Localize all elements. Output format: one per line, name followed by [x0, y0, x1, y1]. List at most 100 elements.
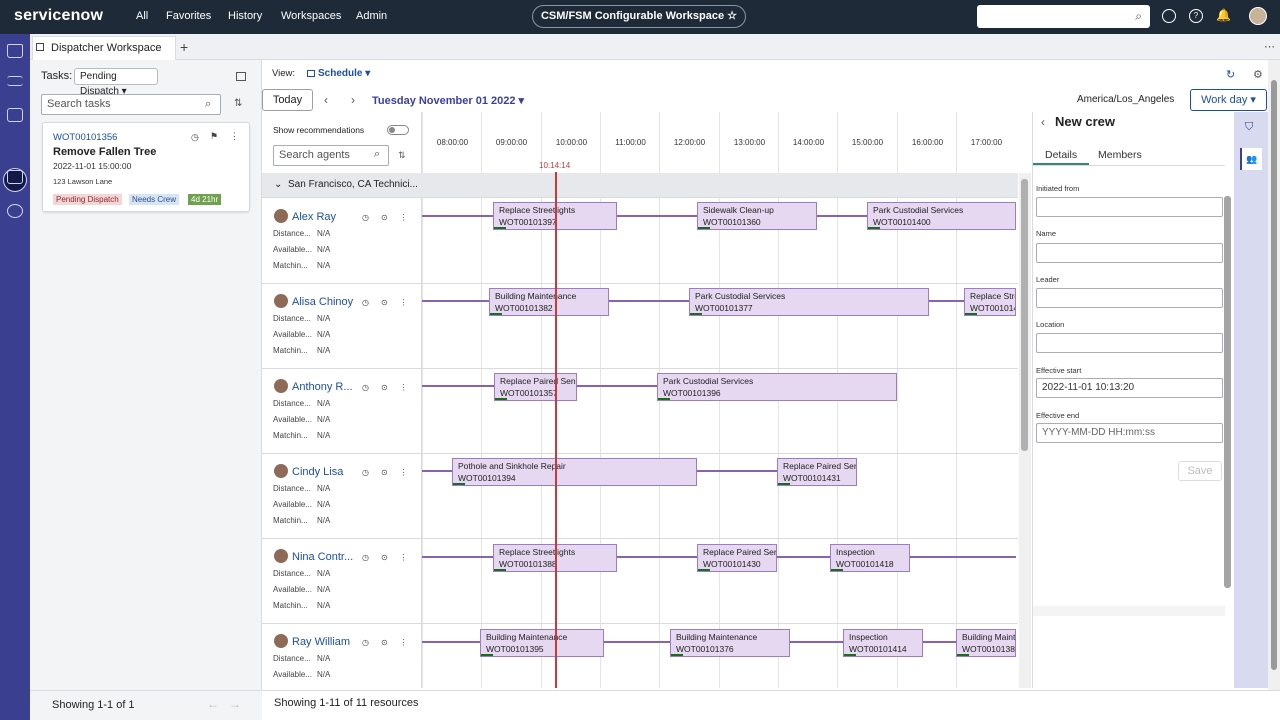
- add-tab-button[interactable]: +: [180, 39, 189, 55]
- clock-icon[interactable]: ◷: [191, 132, 199, 142]
- prev-page-icon[interactable]: ←: [207, 697, 219, 711]
- effective-start-input[interactable]: 2022-11-01 10:13:20: [1036, 378, 1223, 398]
- flag-icon[interactable]: ⚑: [210, 131, 219, 141]
- agent-actions[interactable]: ◷⊙⋮: [362, 553, 420, 562]
- task-block[interactable]: Replace Stree WOT0010141: [964, 288, 1016, 316]
- task-block-text: WOT00101377: [695, 303, 753, 313]
- sort-icon[interactable]: ⇅: [234, 98, 243, 109]
- tab-details[interactable]: Details: [1045, 149, 1078, 161]
- inbox-icon[interactable]: [7, 170, 23, 184]
- task-block[interactable]: Park Custodial Services WOT00101396: [657, 373, 897, 401]
- page-scrollbar[interactable]: [1268, 60, 1280, 690]
- progress-bar: [481, 654, 493, 656]
- show-recommendations-label: Show recommendations: [273, 125, 365, 135]
- meta-label: Distance...: [273, 399, 311, 408]
- task-block[interactable]: Inspection WOT00101414: [843, 629, 923, 657]
- progress-bar: [658, 398, 670, 400]
- workspace-pill[interactable]: CSM/FSM Configurable Workspace ☆: [532, 5, 746, 28]
- view-dropdown[interactable]: Schedule ▾: [306, 68, 370, 79]
- range-dropdown[interactable]: Work day ▾: [1190, 89, 1267, 111]
- agent-actions[interactable]: ◷⊙⋮: [362, 213, 420, 222]
- filter-icon[interactable]: ⛉: [1245, 121, 1254, 133]
- back-icon[interactable]: ‹: [1041, 115, 1045, 129]
- task-block[interactable]: Replace Paired Senso WOT00101430: [697, 544, 777, 572]
- tab-dispatcher-workspace[interactable]: Dispatcher Workspace: [32, 36, 176, 60]
- tab-members[interactable]: Members: [1098, 149, 1142, 161]
- horizontal-scrollbar[interactable]: [1033, 606, 1225, 616]
- leader-input[interactable]: [1036, 288, 1223, 308]
- task-card[interactable]: WOT00101356 Remove Fallen Tree 2022-11-0…: [42, 122, 250, 212]
- next-day-icon[interactable]: ›: [351, 93, 355, 107]
- agent-actions[interactable]: ◷⊙⋮: [362, 468, 420, 477]
- chevron-down-icon[interactable]: ⌄: [274, 179, 283, 190]
- prev-day-icon[interactable]: ‹: [324, 93, 328, 107]
- task-block[interactable]: Building Maintenance WOT00101382: [489, 288, 609, 316]
- agent-name[interactable]: Anthony R...: [292, 381, 353, 393]
- task-block[interactable]: Replace Paired Senso WOT00101431: [777, 458, 857, 486]
- help-icon[interactable]: ?: [1189, 9, 1203, 23]
- user-avatar[interactable]: [1249, 7, 1267, 25]
- calendar-icon[interactable]: [236, 72, 246, 81]
- dashboard-icon[interactable]: [7, 204, 23, 218]
- task-block-text: WOT00101397: [499, 217, 557, 227]
- task-block[interactable]: Park Custodial Services WOT00101400: [867, 202, 1016, 230]
- search-tasks-input[interactable]: Search tasks: [41, 94, 221, 115]
- task-block[interactable]: Replace Paired Senso WOT00101357: [494, 373, 577, 401]
- globe-icon[interactable]: [1162, 9, 1176, 23]
- task-block[interactable]: Pothole and Sinkhole Repair WOT00101394: [452, 458, 697, 486]
- more-icon[interactable]: ⋯: [1264, 41, 1275, 53]
- crew-panel-scrollbar[interactable]: [1224, 196, 1231, 588]
- task-block[interactable]: Sidewalk Clean-up WOT00101360: [697, 202, 817, 230]
- location-input[interactable]: [1036, 333, 1223, 353]
- global-search-input[interactable]: ⌕: [977, 5, 1150, 28]
- search-agents-input[interactable]: Search agents: [273, 145, 389, 166]
- recommendations-toggle[interactable]: [387, 125, 409, 135]
- agent-name[interactable]: Alex Ray: [292, 211, 337, 223]
- nav-all[interactable]: All: [136, 10, 149, 22]
- progress-bar: [490, 313, 502, 315]
- today-button[interactable]: Today: [262, 89, 313, 111]
- home-icon[interactable]: [7, 44, 23, 58]
- agent-actions[interactable]: ◷⊙⋮: [362, 383, 420, 392]
- agent-name[interactable]: Ray William: [292, 636, 351, 648]
- nav-admin[interactable]: Admin: [356, 10, 388, 22]
- servicenow-logo[interactable]: servicenow: [14, 7, 104, 24]
- task-block[interactable]: Building Maint WOT0010138: [956, 629, 1016, 657]
- next-page-icon[interactable]: →: [229, 697, 241, 711]
- agent-name[interactable]: Nina Contr...: [292, 551, 354, 563]
- task-block-text: WOT00101376: [676, 644, 734, 654]
- meta-value: N/A: [317, 399, 331, 408]
- right-rail: ⛉ 👥: [1234, 112, 1268, 688]
- meta-label: Available...: [273, 585, 312, 594]
- progress-bar: [494, 227, 506, 229]
- task-block[interactable]: Building Maintenance WOT00101395: [480, 629, 604, 657]
- refresh-icon[interactable]: ↻: [1226, 69, 1236, 81]
- crew-icon[interactable]: 👥: [1240, 148, 1262, 170]
- task-filter-dropdown[interactable]: Pending Dispatch ▾: [74, 68, 158, 97]
- timeline-scrollbar[interactable]: [1019, 173, 1031, 688]
- agent-actions[interactable]: ◷⊙⋮: [362, 638, 420, 647]
- initiated-from-input[interactable]: [1036, 197, 1223, 217]
- task-block[interactable]: Park Custodial Services WOT00101377: [689, 288, 929, 316]
- bell-icon[interactable]: 🔔: [1216, 8, 1231, 22]
- name-input[interactable]: [1036, 243, 1223, 263]
- effective-end-input[interactable]: YYYY-MM-DD HH:mm:ss: [1036, 423, 1223, 443]
- library-icon[interactable]: [7, 108, 23, 122]
- group-row[interactable]: ⌄ San Francisco, CA Technici...: [262, 173, 1018, 198]
- task-block[interactable]: Inspection WOT00101418: [830, 544, 910, 572]
- agent-name[interactable]: Cindy Lisa: [292, 466, 344, 478]
- agent-actions[interactable]: ◷⊙⋮: [362, 298, 420, 307]
- sort-icon[interactable]: ⇅: [398, 150, 406, 160]
- agent-name[interactable]: Alisa Chinoy: [292, 296, 354, 308]
- nav-favorites[interactable]: Favorites: [166, 10, 212, 22]
- list-icon[interactable]: [7, 76, 23, 86]
- date-picker[interactable]: Tuesday November 01 2022 ▾: [372, 95, 525, 107]
- task-number[interactable]: WOT00101356: [53, 132, 118, 143]
- nav-workspaces[interactable]: Workspaces: [281, 10, 342, 22]
- task-block[interactable]: Building Maintenance WOT00101376: [670, 629, 790, 657]
- settings-icon[interactable]: ⚙: [1253, 69, 1263, 81]
- nav-history[interactable]: History: [228, 10, 263, 22]
- meta-label: Distance...: [273, 484, 311, 493]
- card-more-icon[interactable]: ⋮: [230, 131, 239, 141]
- save-button[interactable]: Save: [1178, 461, 1222, 481]
